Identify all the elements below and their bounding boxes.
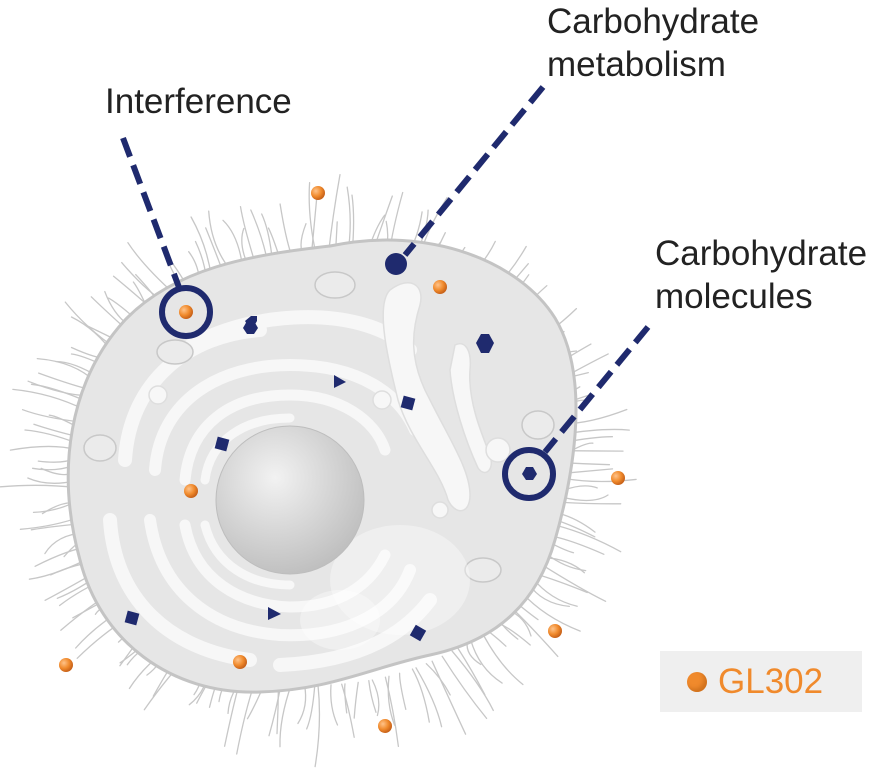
cilium bbox=[387, 675, 396, 726]
interference-text: Interference bbox=[105, 82, 292, 121]
interference-marker-ring bbox=[159, 285, 213, 339]
interference-label: Interference bbox=[105, 80, 292, 123]
cilium bbox=[261, 213, 273, 260]
metabolite-squares bbox=[124, 395, 427, 642]
callout-lines bbox=[120, 85, 651, 454]
carbohydrate-molecules bbox=[243, 316, 537, 480]
cilium bbox=[314, 684, 321, 768]
gl302-sphere-icon bbox=[233, 655, 247, 669]
gl302-sphere-icon bbox=[59, 658, 73, 672]
metabolism-marker-dot bbox=[385, 253, 407, 275]
gl302-legend-icon bbox=[687, 671, 707, 692]
hexagon-icon bbox=[522, 467, 537, 480]
cilium bbox=[539, 563, 607, 602]
cilium bbox=[411, 668, 430, 723]
hexagon-icon bbox=[243, 321, 258, 334]
cilium bbox=[556, 524, 622, 553]
square-icon bbox=[124, 610, 140, 626]
carbohydrate-molecules-line1: Carbohydrate bbox=[655, 234, 868, 273]
carbohydrate-molecules-label: Carbohydrate molecules bbox=[655, 232, 867, 318]
cilium bbox=[330, 684, 339, 726]
cilium bbox=[415, 667, 443, 728]
cilium bbox=[425, 663, 451, 696]
cilium bbox=[398, 672, 407, 711]
cilium bbox=[457, 647, 486, 696]
cilium bbox=[480, 630, 524, 686]
cilium bbox=[469, 638, 503, 684]
cilium bbox=[12, 388, 86, 411]
gl302-sphere-icon bbox=[179, 305, 193, 319]
cilium bbox=[371, 679, 380, 717]
square-icon bbox=[400, 395, 416, 411]
cilium bbox=[208, 210, 232, 271]
cilium bbox=[561, 501, 622, 505]
gl302-sphere-icon bbox=[311, 186, 325, 200]
gl302-sphere-icon bbox=[433, 280, 447, 294]
vesicle-highlights bbox=[300, 525, 470, 650]
cilium bbox=[9, 445, 77, 451]
square-icon bbox=[214, 436, 230, 452]
carbohydrate-metabolism-line1: Carbohydrate bbox=[547, 2, 760, 41]
legend-label: GL302 bbox=[718, 661, 824, 701]
gl302-particles bbox=[59, 186, 625, 733]
cilium bbox=[297, 683, 307, 725]
metabolite-triangles bbox=[268, 375, 346, 620]
cilium bbox=[431, 660, 467, 735]
cilium bbox=[279, 682, 293, 748]
gl302-sphere-icon bbox=[378, 719, 392, 733]
cilium bbox=[466, 641, 482, 666]
cilium bbox=[564, 477, 637, 483]
gl302-sphere-icon bbox=[611, 471, 625, 485]
carbohydrate-metabolism-line2: metabolism bbox=[547, 45, 726, 84]
cilium bbox=[279, 203, 293, 258]
nucleus bbox=[215, 425, 365, 575]
cilium bbox=[0, 484, 77, 489]
cilium bbox=[384, 676, 400, 748]
legend: GL302 bbox=[660, 651, 862, 712]
gl302-sphere-icon bbox=[184, 484, 198, 498]
cilium bbox=[562, 494, 609, 502]
cilium bbox=[368, 680, 377, 713]
cilium bbox=[451, 650, 494, 712]
triangle-icon bbox=[334, 375, 346, 388]
cilium bbox=[520, 591, 581, 632]
molecules-marker-ring bbox=[502, 447, 556, 501]
triangle-icon bbox=[268, 607, 281, 620]
gl302-sphere-icon bbox=[548, 624, 562, 638]
square-icon bbox=[409, 624, 427, 642]
golgi-apparatus bbox=[148, 282, 511, 519]
hexagon-icon bbox=[476, 334, 494, 353]
mitochondria bbox=[83, 271, 555, 583]
cilium bbox=[353, 681, 359, 719]
cilium bbox=[341, 683, 355, 738]
carbohydrate-metabolism-label: Carbohydrate metabolism bbox=[547, 0, 759, 86]
carbohydrate-molecules-line2: molecules bbox=[655, 277, 813, 316]
cilium bbox=[250, 209, 268, 261]
cilium bbox=[441, 655, 488, 720]
cilium bbox=[306, 684, 316, 730]
